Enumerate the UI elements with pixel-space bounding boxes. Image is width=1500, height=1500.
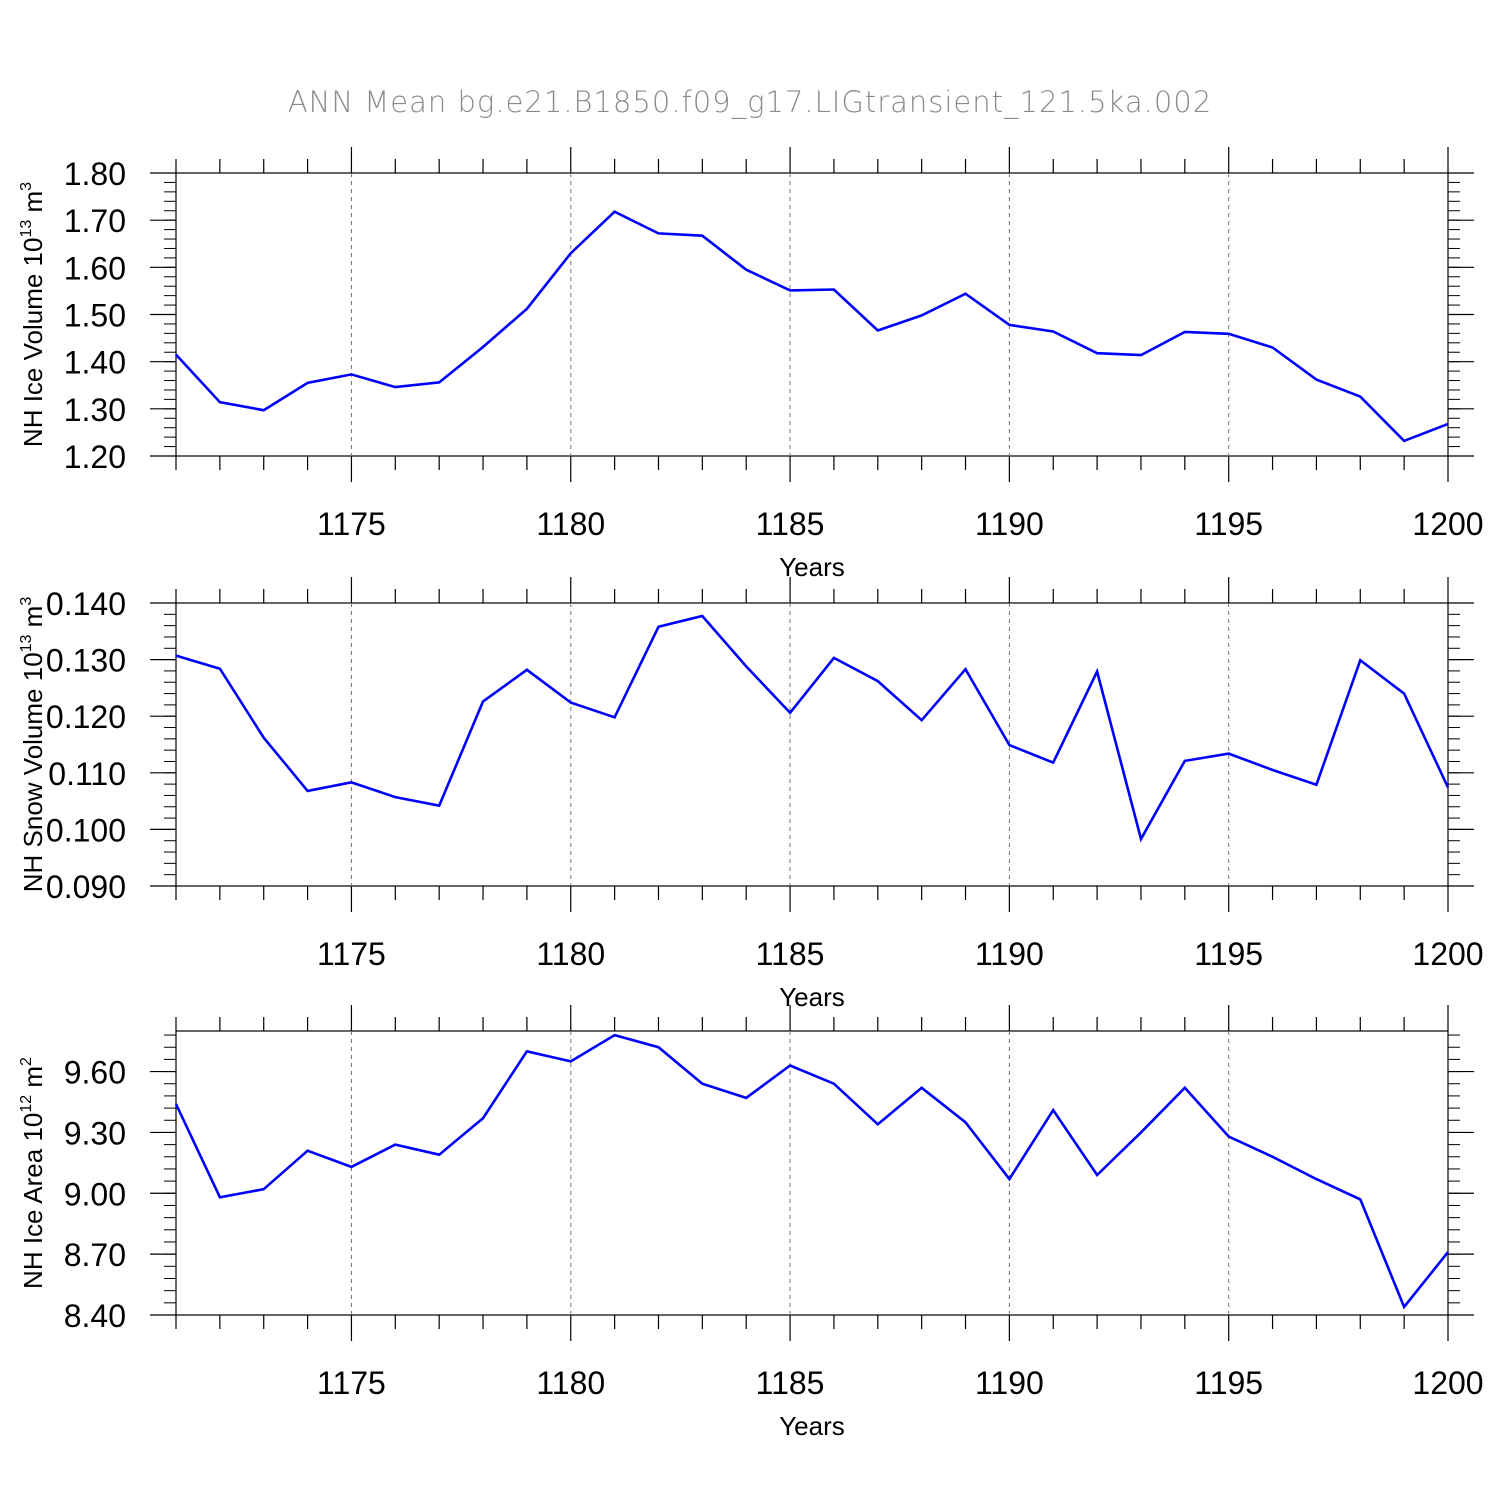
y-tick-label: 8.40: [64, 1298, 126, 1334]
x-tick-label: 1180: [536, 1365, 605, 1401]
y-axis-title: NH Ice Volume 1013 m3: [18, 182, 48, 447]
y-tick-label: 1.70: [64, 203, 126, 239]
y-tick-label: 1.20: [64, 439, 126, 475]
chart-panel-1: 1175 1180 1185 1190 1195 1200 Years 1.20 1.30 1.4…: [18, 147, 1484, 582]
y-tick-label: 1.30: [64, 392, 126, 428]
x-tick-label: 1185: [756, 1365, 825, 1401]
y-axis-title: NH Ice Area 1012 m2: [18, 1057, 48, 1289]
x-tick-label: 1200: [1412, 936, 1483, 972]
y-tick-label: 1.50: [64, 298, 126, 334]
x-tick-label: 1190: [975, 936, 1044, 972]
y-tick-label: 0.100: [46, 812, 126, 848]
y-axis-title: NH Snow Volume 1013 m3: [18, 597, 48, 893]
plot-frame: [175, 1030, 1449, 1316]
x-tick-label: 1200: [1412, 506, 1483, 542]
x-tick-label: 1185: [756, 936, 825, 972]
y-tick-label: 9.30: [64, 1115, 126, 1151]
y-tick-label: 0.110: [48, 756, 126, 792]
x-tick-label: 1200: [1412, 1365, 1483, 1401]
series-line: [175, 210, 1449, 443]
series-line: [175, 614, 1450, 843]
x-tick-label: 1185: [756, 506, 825, 542]
chart-panel-2: 1175 1180 1185 1190 1195 1200 Years 0.090 0.100 0…: [18, 577, 1484, 1012]
x-axis-title: Years: [779, 982, 845, 1012]
y-tick-label: 1.40: [64, 345, 126, 381]
x-tick-label: 1195: [1194, 1365, 1263, 1401]
x-axis-title: Years: [779, 552, 845, 582]
x-tick-label: 1195: [1194, 936, 1263, 972]
x-axis-title: Years: [779, 1411, 845, 1441]
series-line: [174, 1033, 1450, 1310]
y-tick-label: 0.120: [46, 699, 126, 735]
x-tick-label: 1195: [1194, 506, 1263, 542]
y-tick-label: 9.60: [64, 1055, 126, 1091]
figure-title: ANN Mean bg.e21.B1850.f09_g17.LIGtransie…: [288, 85, 1212, 120]
y-tick-label: 8.70: [64, 1237, 126, 1273]
y-tick-label: 1.60: [64, 250, 126, 286]
plot-frame: [175, 602, 1449, 887]
x-tick-label: 1190: [975, 506, 1044, 542]
x-tick-label: 1180: [536, 506, 605, 542]
y-tick-label: 0.130: [46, 643, 126, 679]
x-tick-label: 1175: [317, 936, 386, 972]
y-tick-label: 9.00: [64, 1176, 126, 1212]
x-tick-label: 1190: [975, 1365, 1044, 1401]
x-tick-label: 1175: [317, 1365, 386, 1401]
x-tick-label: 1175: [317, 506, 386, 542]
chart-panel-3: 1175 1180 1185 1190 1195 1200 Years 8.40 8.70 9.0…: [18, 1005, 1484, 1441]
y-tick-label: 0.140: [46, 586, 126, 622]
y-tick-label: 1.80: [64, 156, 126, 192]
y-tick-label: 0.090: [46, 869, 126, 905]
x-tick-label: 1180: [536, 936, 605, 972]
